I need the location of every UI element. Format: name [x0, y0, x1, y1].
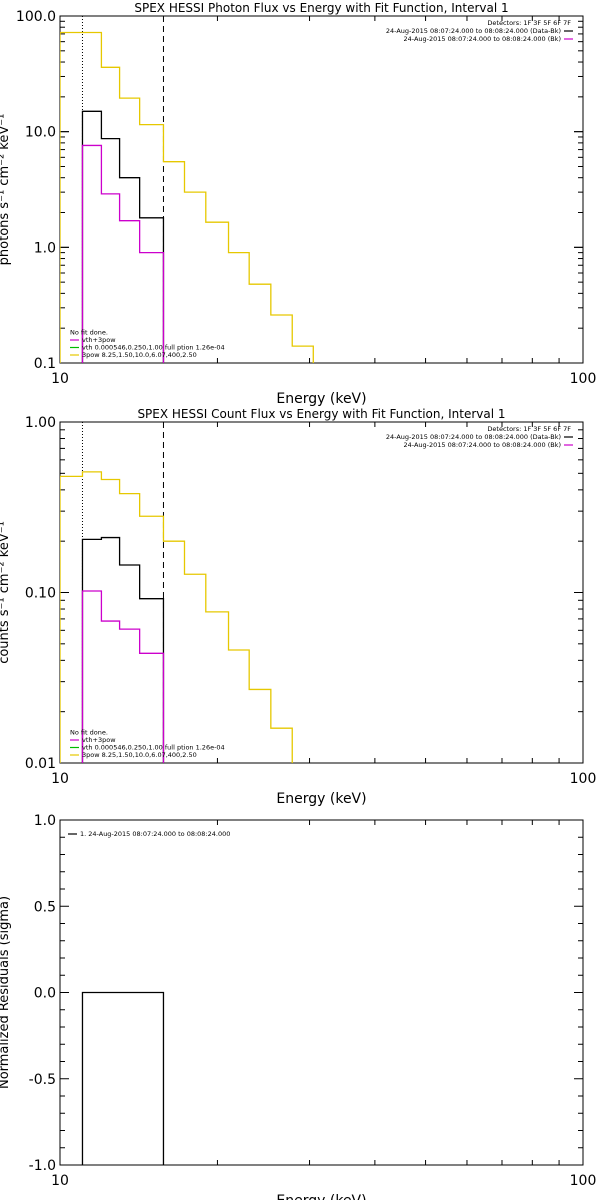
chart-title: SPEX HESSI Photon Flux vs Energy with Fi… [134, 1, 508, 15]
plot-data-layer [60, 422, 293, 763]
plot-data-layer [60, 16, 314, 363]
legend-note: No fit done. [70, 329, 108, 337]
series-histogram-0 [81, 991, 165, 1165]
y-tick-label: 1.0 [34, 813, 56, 829]
legend-entry: vth+3pow [82, 336, 116, 344]
plot-data-layer [81, 991, 165, 1165]
plot-frame [59, 15, 584, 364]
y-axis-label: photons s⁻¹ cm⁻² keV⁻¹ [0, 114, 12, 266]
legend-entry: 3pow 8.25,1.50,10.0,6.07,400,2.50 [82, 751, 197, 759]
y-tick-label: 1.00 [25, 415, 56, 431]
series-histogram-0 [81, 536, 165, 763]
x-tick-label: 10 [51, 1173, 69, 1189]
y-tick-label: 0.01 [25, 756, 56, 772]
y-tick-label: -1.0 [29, 1158, 56, 1174]
legend-entry: 24-Aug-2015 08:07:24.000 to 08:08:24.000… [386, 27, 561, 35]
x-axis-label: Energy (keV) [276, 391, 366, 407]
y-tick-label: 0.0 [34, 986, 56, 1002]
y-axis-label: Normalized Residuals (sigma) [0, 896, 12, 1089]
chart-title: SPEX HESSI Count Flux vs Energy with Fit… [137, 407, 505, 421]
plot-frame [59, 421, 584, 764]
series-histogram-1 [81, 144, 165, 363]
legend-entry: 24-Aug-2015 08:07:24.000 to 08:08:24.000… [386, 433, 561, 441]
x-tick-label: 10 [51, 771, 69, 787]
x-axis-label: Energy (keV) [276, 791, 366, 807]
series-histogram-2 [60, 471, 293, 763]
series-histogram-2 [60, 31, 314, 363]
series-histogram-1 [81, 590, 165, 763]
y-tick-label: 1.0 [34, 240, 56, 256]
legend-entry: 3pow 8.25,1.50,10.0,6.07,400,2.50 [82, 351, 197, 359]
legend-entry: vth+3pow [82, 736, 116, 744]
y-tick-label: 10.0 [25, 125, 56, 141]
legend-note: No fit done. [70, 729, 108, 737]
y-tick-label: 0.1 [34, 356, 56, 372]
legend-entry: 1. 24-Aug-2015 08:07:24.000 to 08:08:24.… [80, 830, 230, 838]
x-tick-label: 100 [570, 371, 597, 387]
series-histogram-0 [81, 110, 165, 363]
y-axis-label: counts s⁻¹ cm⁻² keV⁻¹ [0, 521, 12, 664]
legend-entry: vth 0.000546,0.250,1.00 full ption 1.26e… [82, 344, 225, 352]
legend-entry: vth 0.000546,0.250,1.00 full ption 1.26e… [82, 744, 225, 752]
legend-detectors: Detectors: 1F 3F 5F 6F 7F [487, 425, 571, 433]
x-tick-label: 10 [51, 371, 69, 387]
legend-entry: 24-Aug-2015 08:07:24.000 to 08:08:24.000… [404, 35, 561, 43]
x-tick-label: 100 [570, 771, 597, 787]
x-axis-label: Energy (keV) [276, 1193, 366, 1200]
y-tick-label: 0.5 [34, 899, 56, 915]
y-tick-label: 0.10 [25, 586, 56, 602]
legend-entry: 24-Aug-2015 08:07:24.000 to 08:08:24.000… [404, 441, 561, 449]
x-tick-label: 100 [570, 1173, 597, 1189]
y-tick-label: -0.5 [29, 1072, 56, 1088]
y-tick-label: 100.0 [16, 9, 56, 25]
legend-detectors: Detectors: 1F 3F 5F 6F 7F [487, 19, 571, 27]
